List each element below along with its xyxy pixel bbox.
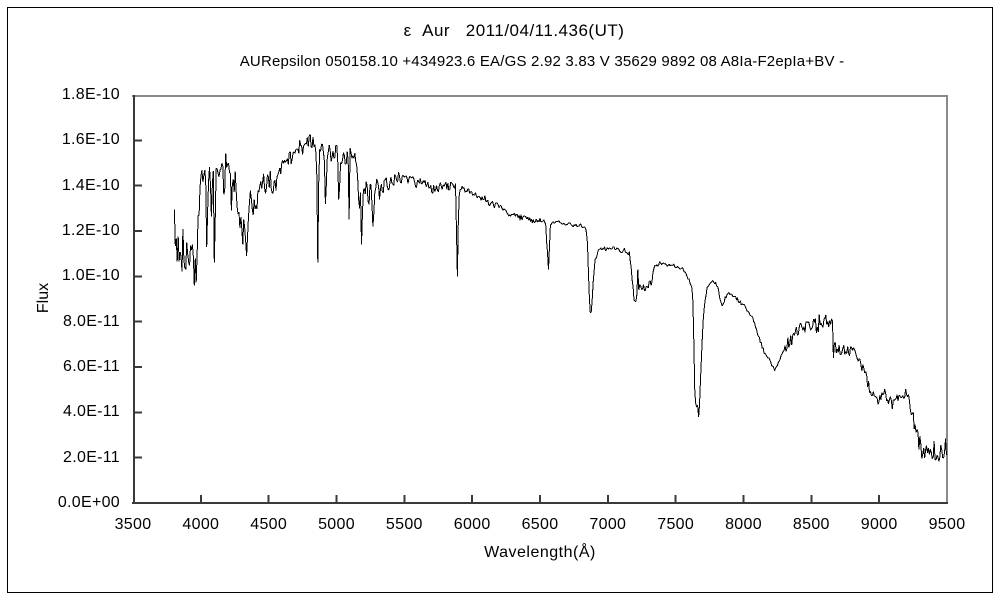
x-axis-label: Wavelength(Å) [484, 544, 596, 561]
y-tick-label: 1.0E-10 [61, 267, 120, 285]
y-tick-label: 2.0E-11 [63, 448, 120, 466]
y-tick-label: 0.0E+00 [57, 494, 120, 511]
x-tick-label: 5500 [385, 516, 423, 533]
x-tick-label: 7500 [657, 516, 695, 533]
y-tick-label: 1.2E-10 [61, 222, 120, 239]
spectrum-trace [173, 134, 947, 462]
x-tick-label: 8500 [792, 516, 830, 533]
x-tick-label: 6500 [521, 516, 559, 533]
x-tick-label: 9000 [860, 516, 898, 533]
x-tick-label: 6000 [453, 516, 491, 533]
y-tick-label: 1.6E-10 [61, 131, 120, 149]
x-tick-label: 7000 [589, 516, 627, 533]
x-tick-label: 3500 [114, 516, 152, 533]
window-border [7, 7, 993, 593]
chart-title: ε Aur 2011/04/11.436(UT) [403, 21, 625, 40]
y-tick-label: 1.4E-10 [61, 176, 120, 194]
x-tick-label: 5000 [318, 516, 355, 533]
y-tick-label: 4.0E-11 [63, 403, 120, 421]
chart-subtitle: AURepsilon 050158.10 +434923.6 EA/GS 2.9… [239, 53, 845, 70]
x-tick-label: 9500 [928, 516, 966, 533]
x-tick-label: 4000 [182, 516, 220, 533]
x-tick-label: 4500 [250, 516, 288, 533]
y-tick-label: 8.0E-11 [63, 312, 120, 330]
y-tick-label: 1.8E-10 [61, 86, 120, 103]
y-tick-label: 6.0E-11 [63, 358, 120, 375]
x-tick-label: 8000 [725, 516, 762, 533]
